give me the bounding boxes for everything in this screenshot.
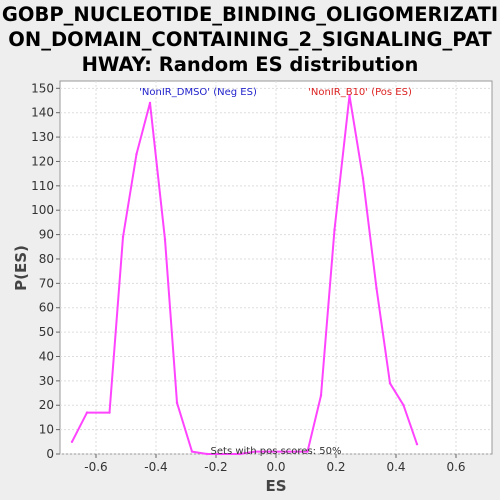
y-axis-label: P(ES) — [12, 245, 30, 291]
chart-title-line-1: GOBP_NUCLEOTIDE_BINDING_OLIGOMERIZATI — [1, 3, 499, 26]
plot-area — [59, 80, 493, 455]
y-tick-label: 90 — [39, 228, 54, 242]
x-axis-label: ES — [265, 477, 286, 495]
x-tick-label: -0.6 — [84, 460, 107, 474]
data-point — [319, 394, 323, 397]
y-tick-label: 140 — [31, 106, 54, 120]
data-point — [333, 228, 336, 231]
y-tick-label: 100 — [31, 203, 54, 217]
data-point — [415, 443, 419, 446]
footer-annotation: Sets with pos scores: 50% — [211, 446, 342, 457]
x-tick-label: 0.6 — [446, 460, 465, 474]
x-axis-ticks: -0.6 -0.4 -0.2 0.0 0.2 0.4 0.6 — [84, 454, 466, 474]
y-tick-label: 150 — [31, 81, 54, 95]
data-point — [253, 450, 257, 453]
y-tick-label: 20 — [39, 398, 54, 412]
chart-title-line-3: HWAY: Random ES distribution — [81, 53, 419, 76]
y-tick-label: 0 — [46, 447, 54, 461]
data-point — [402, 404, 405, 407]
x-tick-label: 0.4 — [386, 460, 405, 474]
data-point — [175, 401, 179, 404]
y-tick-label: 70 — [39, 276, 54, 290]
data-point — [148, 101, 152, 105]
data-point — [205, 452, 209, 456]
data-point — [190, 450, 194, 453]
data-point — [306, 450, 309, 453]
data-point — [348, 94, 351, 97]
data-point — [388, 382, 392, 385]
data-point — [238, 452, 242, 456]
data-point — [375, 287, 378, 290]
data-point — [163, 238, 167, 241]
y-tick-label: 80 — [39, 252, 54, 266]
y-axis-ticks: 0 10 20 30 40 50 60 70 80 90 100 110 120 130 140 150 — [31, 81, 60, 461]
y-tick-label: 40 — [39, 349, 54, 363]
chart-title-line-2: ON_DOMAIN_CONTAINING_2_SIGNALING_PAT — [8, 28, 492, 51]
data-point — [361, 177, 365, 180]
y-tick-label: 110 — [31, 179, 54, 193]
series-line — [71, 94, 418, 455]
data-point — [121, 235, 125, 239]
y-tick-label: 10 — [39, 423, 54, 437]
y-tick-label: 50 — [39, 325, 54, 339]
neg-annotation: 'NonIR_DMSO' (Neg ES) — [139, 87, 257, 98]
series-group — [70, 94, 419, 456]
y-tick-label: 120 — [31, 154, 54, 168]
y-tick-label: 30 — [39, 374, 54, 388]
y-tick-label: 60 — [39, 301, 54, 315]
pos-annotation: 'NonIR_B10' (Pos ES) — [308, 87, 412, 98]
data-point — [220, 452, 224, 456]
x-tick-label: 0.2 — [326, 460, 345, 474]
chart-title: GOBP_NUCLEOTIDE_BINDING_OLIGOMERIZATI ON… — [0, 2, 500, 77]
x-tick-label: -0.4 — [144, 460, 167, 474]
data-point — [70, 440, 74, 443]
y-tick-label: 130 — [31, 130, 54, 144]
grid-lines — [60, 81, 492, 455]
x-tick-label: 0.0 — [266, 460, 285, 474]
data-point — [108, 411, 111, 414]
data-point — [85, 411, 89, 414]
x-tick-label: -0.2 — [204, 460, 227, 474]
data-point — [135, 152, 138, 156]
